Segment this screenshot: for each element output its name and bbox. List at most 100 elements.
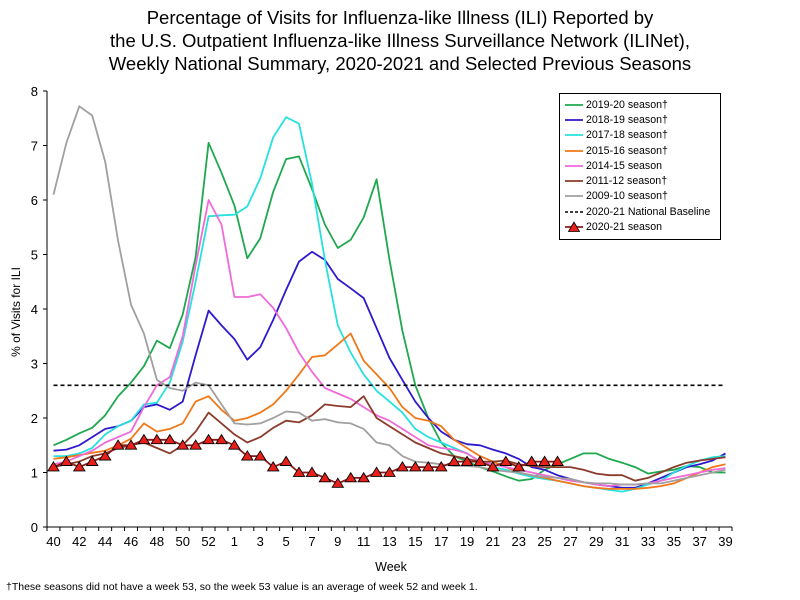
chart-title-line-3: Weekly National Summary, 2020-2021 and S… (108, 53, 692, 74)
x-tick-label: 25 (537, 534, 551, 549)
legend-swatch (565, 180, 583, 183)
series-marker-2020-21 (370, 466, 383, 477)
series-marker-2020-21 (408, 460, 422, 472)
series-marker-2020-21 (538, 455, 551, 466)
series-line-2 (53, 116, 726, 493)
x-tick-label: 19 (460, 534, 474, 549)
series-marker-2020-21 (421, 460, 435, 472)
x-tick-label: 27 (563, 534, 577, 549)
chart-legend: 2019-20 season† 2018-19 season† 2017-18 se… (559, 93, 721, 240)
x-tick-label: 7 (308, 534, 315, 549)
x-tick-label: 40 (46, 534, 60, 549)
series-marker-2020-21 (176, 439, 190, 450)
x-tick-label: 13 (382, 534, 396, 549)
legend-item-0: 2019-20 season† (564, 97, 716, 112)
series-line-1 (53, 250, 726, 489)
series-marker-2020-21 (486, 460, 500, 472)
legend-item-8: 2020-21 season (564, 219, 716, 234)
x-tick-label: 1 (231, 534, 238, 549)
x-tick-label: 48 (150, 534, 164, 549)
series-marker-2020-21 (318, 471, 332, 483)
legend-item-7: 2020-21 National Baseline (564, 204, 716, 219)
series-line-3 (53, 332, 726, 490)
legend-label: 2020-21 National Baseline (586, 205, 711, 218)
series-marker-2020-21 (47, 460, 60, 472)
x-tick-label: 35 (667, 534, 681, 549)
x-axis-title: Week (375, 560, 407, 574)
x-tick-label: 46 (124, 534, 138, 549)
series-marker-2020-21 (447, 455, 461, 466)
series-marker-2020-21 (499, 455, 513, 466)
series-marker-2020-21 (512, 460, 526, 472)
legend-swatch (565, 103, 583, 106)
legend-label: 2011-12 season† (586, 175, 668, 188)
series-marker-2020-21 (137, 433, 151, 445)
y-tick-label: 0 (31, 520, 38, 535)
x-tick-label: 33 (641, 534, 655, 549)
series-marker-2020-21 (396, 460, 409, 472)
x-tick-label: 31 (615, 534, 629, 549)
series-line-8 (53, 438, 558, 485)
chart-footnote: †These seasons did not have a week 53, s… (6, 581, 478, 593)
y-tick-label: 6 (31, 193, 38, 208)
legend-label: 2020-21 season (586, 221, 662, 234)
series-marker-2020-21 (279, 455, 293, 466)
series-marker-2020-21 (240, 450, 254, 461)
legend-swatch (565, 164, 583, 167)
series-marker-2020-21 (202, 433, 215, 445)
legend-swatch (565, 221, 583, 232)
y-tick-label: 4 (31, 302, 38, 317)
series-marker-2020-21 (357, 471, 371, 483)
x-tick-label: 42 (72, 534, 86, 549)
legend-label: 2017-18 season† (586, 129, 668, 142)
x-tick-label: 15 (408, 534, 422, 549)
x-tick-label: 44 (98, 534, 112, 549)
y-axis-title: % of Visits for ILI (9, 267, 23, 357)
series-marker-2020-21 (473, 455, 487, 466)
legend-item-1: 2018-19 season† (564, 112, 716, 127)
series-marker-2020-21 (460, 455, 474, 466)
series-marker-2020-21 (163, 433, 177, 445)
series-line-4 (53, 199, 726, 488)
series-markers (47, 433, 564, 488)
series-lines (52, 105, 726, 493)
x-tick-label: 17 (434, 534, 448, 549)
chart-title: Percentage of Visits for Influenza-like … (0, 6, 800, 75)
series-marker-2020-21 (525, 455, 539, 466)
series-marker-2020-21 (215, 433, 228, 445)
x-tick-label: 3 (257, 534, 264, 549)
legend-item-5: 2011-12 season† (564, 173, 716, 188)
series-marker-2020-21 (124, 439, 138, 450)
legend-swatch (565, 195, 583, 198)
legend-item-4: 2014-15 season (564, 158, 716, 173)
series-marker-2020-21 (72, 460, 86, 472)
legend-label: 2015-16 season† (586, 144, 668, 157)
series-marker-2020-21 (98, 450, 112, 461)
legend-swatch (565, 210, 583, 213)
legend-swatch (565, 149, 583, 152)
y-tick-label: 2 (31, 411, 38, 426)
chart-title-line-1: Percentage of Visits for Influenza-like … (146, 7, 654, 28)
y-tick-label: 3 (31, 357, 38, 372)
x-tick-label: 39 (718, 534, 732, 549)
series-marker-2020-21 (292, 466, 306, 477)
legend-label: 2018-19 season† (586, 113, 668, 126)
legend-label: 2014-15 season (586, 159, 662, 172)
x-tick-label: 29 (589, 534, 603, 549)
legend-label: 2019-20 season† (586, 98, 668, 111)
x-tick-label: 52 (201, 534, 215, 549)
y-tick-label: 8 (31, 84, 38, 99)
y-tick-label: 7 (31, 139, 38, 154)
series-line-0 (53, 141, 726, 482)
series-marker-2020-21 (189, 439, 203, 450)
series-marker-2020-21 (266, 460, 280, 472)
legend-swatch (565, 134, 583, 137)
x-tick-label: 21 (486, 534, 500, 549)
series-marker-2020-21 (551, 455, 564, 466)
chart-title-line-2: the U.S. Outpatient Influenza-like Illne… (110, 30, 690, 51)
legend-item-2: 2017-18 season† (564, 128, 716, 143)
x-tick-label: 23 (512, 534, 526, 549)
